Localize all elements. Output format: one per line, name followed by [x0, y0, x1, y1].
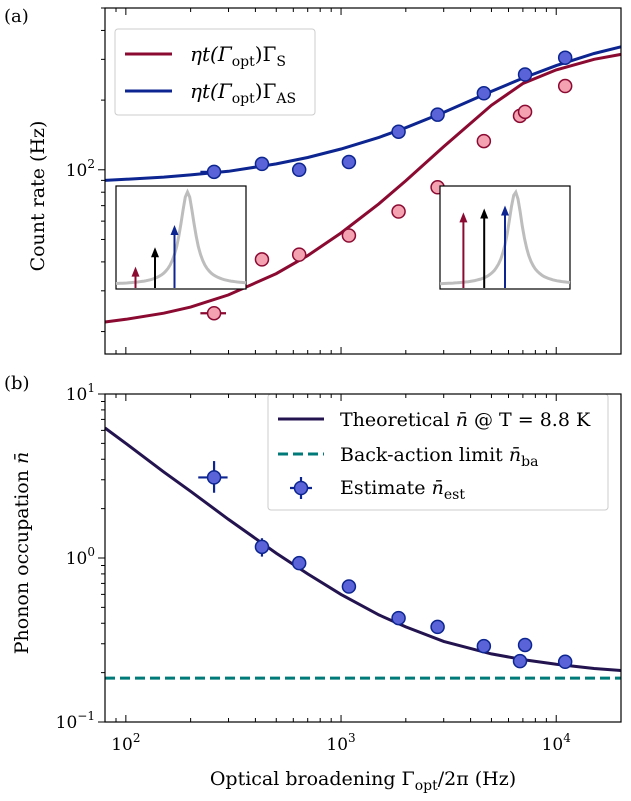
- panel-a-frame: [104, 7, 622, 355]
- series-0-point: [391, 204, 406, 219]
- panel-a-ytick-label: 102: [66, 157, 95, 181]
- legend-marker-estimate: [290, 477, 312, 499]
- series-0-fit-curve: [104, 52, 622, 324]
- theory-curve: [104, 426, 622, 672]
- series-0-point: [517, 104, 533, 120]
- series-1-point: [254, 156, 270, 172]
- legend-label-estimate: Estimate n̄est: [340, 477, 465, 503]
- series-0-point: [476, 133, 492, 149]
- series-1-point: [557, 50, 573, 65]
- panel-b: (b) Phonon occupation n̄ Optical broaden…: [4, 373, 622, 794]
- estimate-point: [476, 638, 492, 654]
- panel-b-xtick-label: 103: [326, 731, 355, 755]
- panel-a-ylabel: Count rate (Hz): [27, 121, 49, 272]
- panel-a-curves: [104, 45, 622, 324]
- inset-frame: [115, 185, 247, 290]
- inset-left: [115, 185, 247, 290]
- legend-label-stokes: ηt(Γopt)ΓS: [190, 42, 286, 70]
- panel-a-insets: [115, 185, 571, 290]
- inset-arrow-head: [480, 208, 489, 219]
- series-1-point: [391, 124, 406, 139]
- inset-arrow-head: [151, 247, 159, 258]
- panel-b-frame: [104, 393, 622, 723]
- panel-a-axes: 102: [66, 7, 622, 354]
- estimate-point: [341, 579, 357, 594]
- estimate-point: [291, 555, 307, 571]
- legend-label-backaction: Back-action limit n̄ba: [340, 444, 538, 470]
- inset-right: [439, 185, 571, 290]
- panel-a-legend-box: [114, 28, 316, 116]
- panel-a-points: [200, 50, 573, 321]
- series-1-fit-curve: [104, 45, 622, 182]
- series-0-point: [557, 78, 573, 94]
- panel-b-points: [198, 461, 573, 670]
- panel-b-axes: 102 103 104 10−1 100 101: [56, 381, 622, 755]
- inset-arrow-head: [131, 266, 140, 277]
- series-1-point: [206, 164, 222, 180]
- panel-a-label: (a): [4, 6, 29, 27]
- estimate-point: [391, 610, 406, 626]
- estimate-point: [557, 654, 573, 670]
- legend-label-antistokes: ηt(Γopt)ΓAS: [190, 79, 296, 107]
- estimate-point: [430, 619, 445, 635]
- panel-a-legend: ηt(Γopt)ΓS ηt(Γopt)ΓAS: [114, 28, 316, 116]
- series-0-point: [254, 252, 270, 267]
- series-1-point: [430, 107, 445, 122]
- panel-b-xlabel: Optical broadening Γopt/2π (Hz): [210, 768, 516, 794]
- panel-b-ytick-label: 10−1: [56, 709, 95, 733]
- estimate-point: [206, 470, 222, 485]
- series-0-point: [341, 228, 357, 243]
- series-0-point: [291, 247, 307, 262]
- panel-b-ytick-label: 101: [66, 381, 95, 405]
- series-0-point: [206, 305, 222, 321]
- series-1-point: [476, 86, 492, 101]
- panel-b-ytick-label: 100: [66, 545, 95, 569]
- estimate-point: [254, 539, 270, 555]
- panel-b-label: (b): [4, 373, 30, 394]
- panel-b-xtick-label: 102: [111, 731, 140, 755]
- estimate-point: [512, 653, 528, 669]
- estimate-point: [517, 637, 533, 653]
- series-1-point: [517, 67, 533, 82]
- inset-arrow-head: [501, 205, 509, 216]
- series-1-point: [291, 162, 307, 178]
- panel-b-lines: [104, 426, 622, 680]
- inset-lorentzian: [115, 188, 247, 285]
- panel-b-xtick-label: 104: [542, 731, 572, 755]
- legend-label-theory: Theoretical n̄ @ T = 8.8 K: [340, 409, 591, 431]
- panel-b-legend: Theoretical n̄ @ T = 8.8 K Back-action l…: [267, 393, 609, 511]
- panel-b-ylabel: Phonon occupation n̄: [11, 452, 33, 655]
- series-1-point: [341, 154, 357, 170]
- legend-marker-dot: [293, 480, 309, 496]
- inset-arrow-head: [170, 224, 179, 235]
- inset-arrow-head: [459, 212, 468, 223]
- panel-a: (a) Count rate (Hz) ηt(Γopt)ΓS ηt(Γopt)Γ…: [4, 6, 622, 355]
